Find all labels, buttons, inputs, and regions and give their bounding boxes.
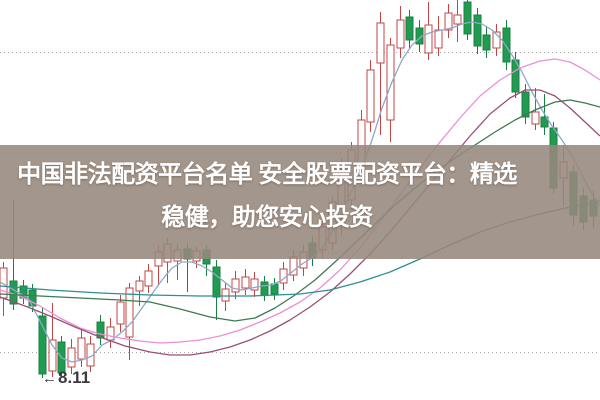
banner-line-1: 中国非法配资平台名单 安全股票配资平台：精选	[17, 161, 517, 188]
ad-banner-overlay: 中国非法配资平台名单 安全股票配资平台：精选 稳健，助您安心投资	[0, 145, 600, 259]
banner-line-2: 稳健，助您安心投资	[161, 204, 373, 231]
left-arrow-icon: ←	[42, 370, 57, 387]
low-price-label: 8.11	[58, 368, 91, 387]
low-price-annotation: ←8.11	[42, 369, 90, 388]
